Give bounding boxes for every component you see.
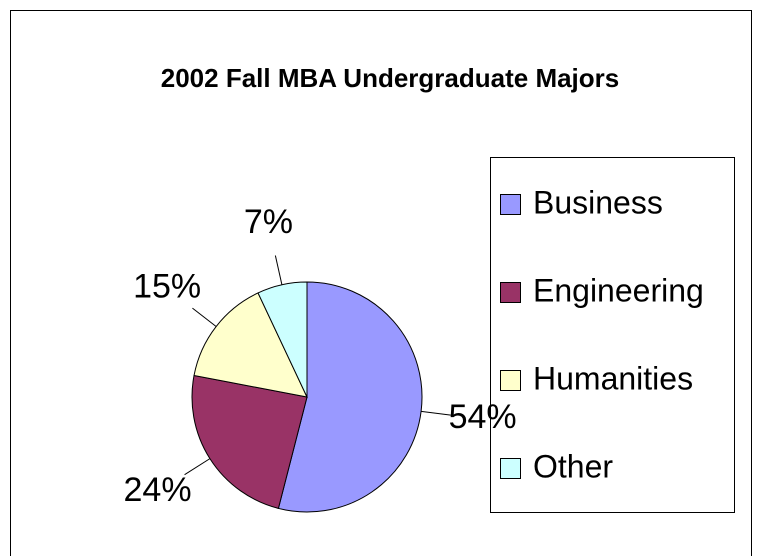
legend-label: Business bbox=[533, 184, 663, 220]
leader-line bbox=[192, 307, 217, 327]
legend-label: Engineering bbox=[533, 272, 704, 308]
pie-slice bbox=[193, 292, 308, 398]
legend-label: Other bbox=[533, 448, 613, 484]
leader-line bbox=[184, 458, 211, 476]
legend-swatch bbox=[500, 194, 521, 215]
leader-line bbox=[274, 255, 283, 285]
legend-box bbox=[490, 157, 735, 513]
data-label: 15% bbox=[133, 267, 201, 305]
pie-slice bbox=[191, 374, 308, 509]
legend-swatch bbox=[500, 458, 521, 479]
leader-line bbox=[421, 410, 451, 416]
legend-label: Humanities bbox=[533, 360, 693, 396]
legend-swatch bbox=[500, 282, 521, 303]
data-label: 24% bbox=[124, 471, 192, 509]
chart-title: 2002 Fall MBA Undergraduate Majors bbox=[161, 63, 620, 93]
legend-swatch bbox=[500, 370, 521, 391]
data-label: 54% bbox=[449, 398, 517, 436]
data-label: 7% bbox=[244, 203, 293, 241]
